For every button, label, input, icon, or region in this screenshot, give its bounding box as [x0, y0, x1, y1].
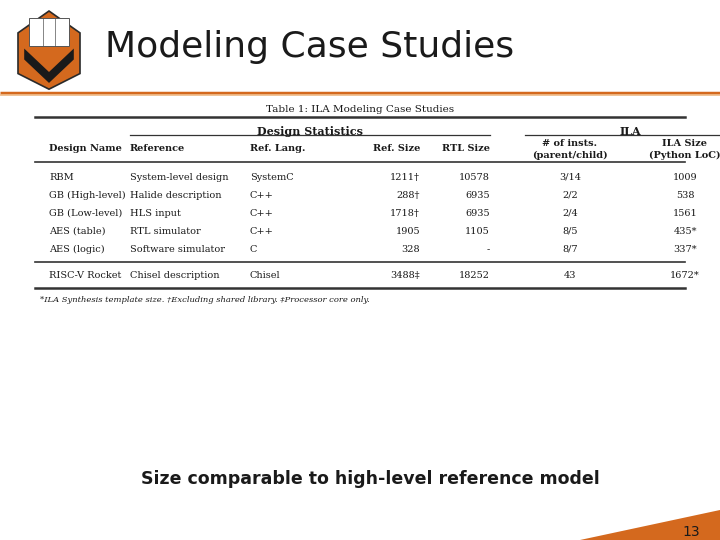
Text: 18252: 18252 [459, 271, 490, 280]
Text: 43: 43 [564, 271, 576, 280]
Text: Ref. Lang.: Ref. Lang. [250, 144, 305, 153]
Text: 1718†: 1718† [390, 209, 420, 218]
Text: 2/4: 2/4 [562, 209, 578, 218]
Text: RTL simulator: RTL simulator [130, 227, 201, 236]
Text: Modeling Case Studies: Modeling Case Studies [105, 30, 514, 64]
Text: RISC-V Rocket: RISC-V Rocket [49, 271, 122, 280]
Text: C++: C++ [250, 227, 274, 236]
Text: 8/5: 8/5 [562, 227, 577, 236]
Polygon shape [24, 49, 74, 83]
Text: C: C [250, 245, 257, 254]
Text: 13: 13 [683, 525, 700, 539]
Text: 337*: 337* [673, 245, 697, 254]
Text: HLS input: HLS input [130, 209, 181, 218]
Text: GB (Low-level): GB (Low-level) [49, 209, 122, 218]
Text: (parent/child): (parent/child) [532, 151, 608, 160]
Text: 3/14: 3/14 [559, 173, 581, 182]
Text: RBM: RBM [49, 173, 73, 182]
Text: Table 1: ILA Modeling Case Studies: Table 1: ILA Modeling Case Studies [266, 105, 454, 114]
Text: 1672*: 1672* [670, 271, 700, 280]
Text: 3488‡: 3488‡ [390, 271, 420, 280]
Text: 538: 538 [676, 191, 694, 200]
Bar [29, 18, 69, 46]
Text: 6935: 6935 [465, 191, 490, 200]
Text: GB (High-level): GB (High-level) [49, 191, 125, 200]
Text: Reference: Reference [130, 144, 185, 153]
Text: 10578: 10578 [459, 173, 490, 182]
Text: 1105: 1105 [465, 227, 490, 236]
Text: (Python LoC): (Python LoC) [649, 151, 720, 160]
Text: Software simulator: Software simulator [130, 245, 225, 254]
Text: ILA: ILA [619, 126, 641, 137]
Polygon shape [580, 510, 720, 540]
Text: SystemC: SystemC [250, 173, 294, 182]
Text: 6935: 6935 [465, 209, 490, 218]
Text: 1211†: 1211† [390, 173, 420, 182]
Text: 435*: 435* [673, 227, 697, 236]
Text: C++: C++ [250, 191, 274, 200]
Text: C++: C++ [250, 209, 274, 218]
Text: 2/2: 2/2 [562, 191, 578, 200]
Text: -: - [487, 245, 490, 254]
Text: 1009: 1009 [672, 173, 697, 182]
Text: Chisel: Chisel [250, 271, 281, 280]
Text: 1905: 1905 [395, 227, 420, 236]
Text: 8/7: 8/7 [562, 245, 578, 254]
Text: AES (table): AES (table) [49, 227, 106, 236]
Text: 1561: 1561 [672, 209, 698, 218]
Text: 328: 328 [401, 245, 420, 254]
Text: Size comparable to high-level reference model: Size comparable to high-level reference … [141, 470, 600, 488]
Text: Halide description: Halide description [130, 191, 222, 200]
Text: 288†: 288† [397, 191, 420, 200]
Text: ILA Size: ILA Size [662, 139, 708, 148]
Text: Chisel description: Chisel description [130, 271, 220, 280]
Text: AES (logic): AES (logic) [49, 245, 104, 254]
Text: Ref. Size: Ref. Size [373, 144, 420, 153]
Text: RTL Size: RTL Size [442, 144, 490, 153]
Text: # of insts.: # of insts. [542, 139, 598, 148]
Text: System-level design: System-level design [130, 173, 228, 182]
Text: Design Name: Design Name [49, 144, 122, 153]
Text: Design Statistics: Design Statistics [257, 126, 363, 137]
Text: *ILA Synthesis template size. †Excluding shared library. ‡Processor core only.: *ILA Synthesis template size. †Excluding… [40, 295, 370, 303]
Polygon shape [18, 11, 80, 89]
